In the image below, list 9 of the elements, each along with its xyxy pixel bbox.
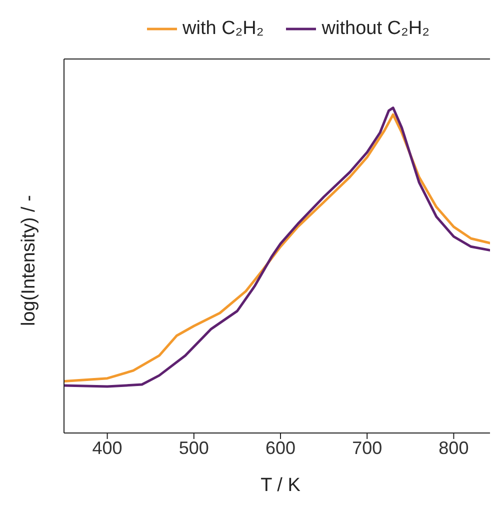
legend-label: with C₂H₂ (182, 18, 264, 40)
legend-label: without C₂H₂ (322, 18, 430, 40)
x-tick-label: 700 (352, 438, 382, 458)
x-tick-label: 400 (92, 438, 122, 458)
x-axis-title: T / K (260, 475, 301, 496)
x-tick-label: 600 (265, 438, 296, 458)
x-tick-label: 800 (438, 438, 469, 458)
x-tick-label: 500 (178, 438, 209, 458)
y-axis-title: log(Intensity) / - (18, 195, 40, 326)
